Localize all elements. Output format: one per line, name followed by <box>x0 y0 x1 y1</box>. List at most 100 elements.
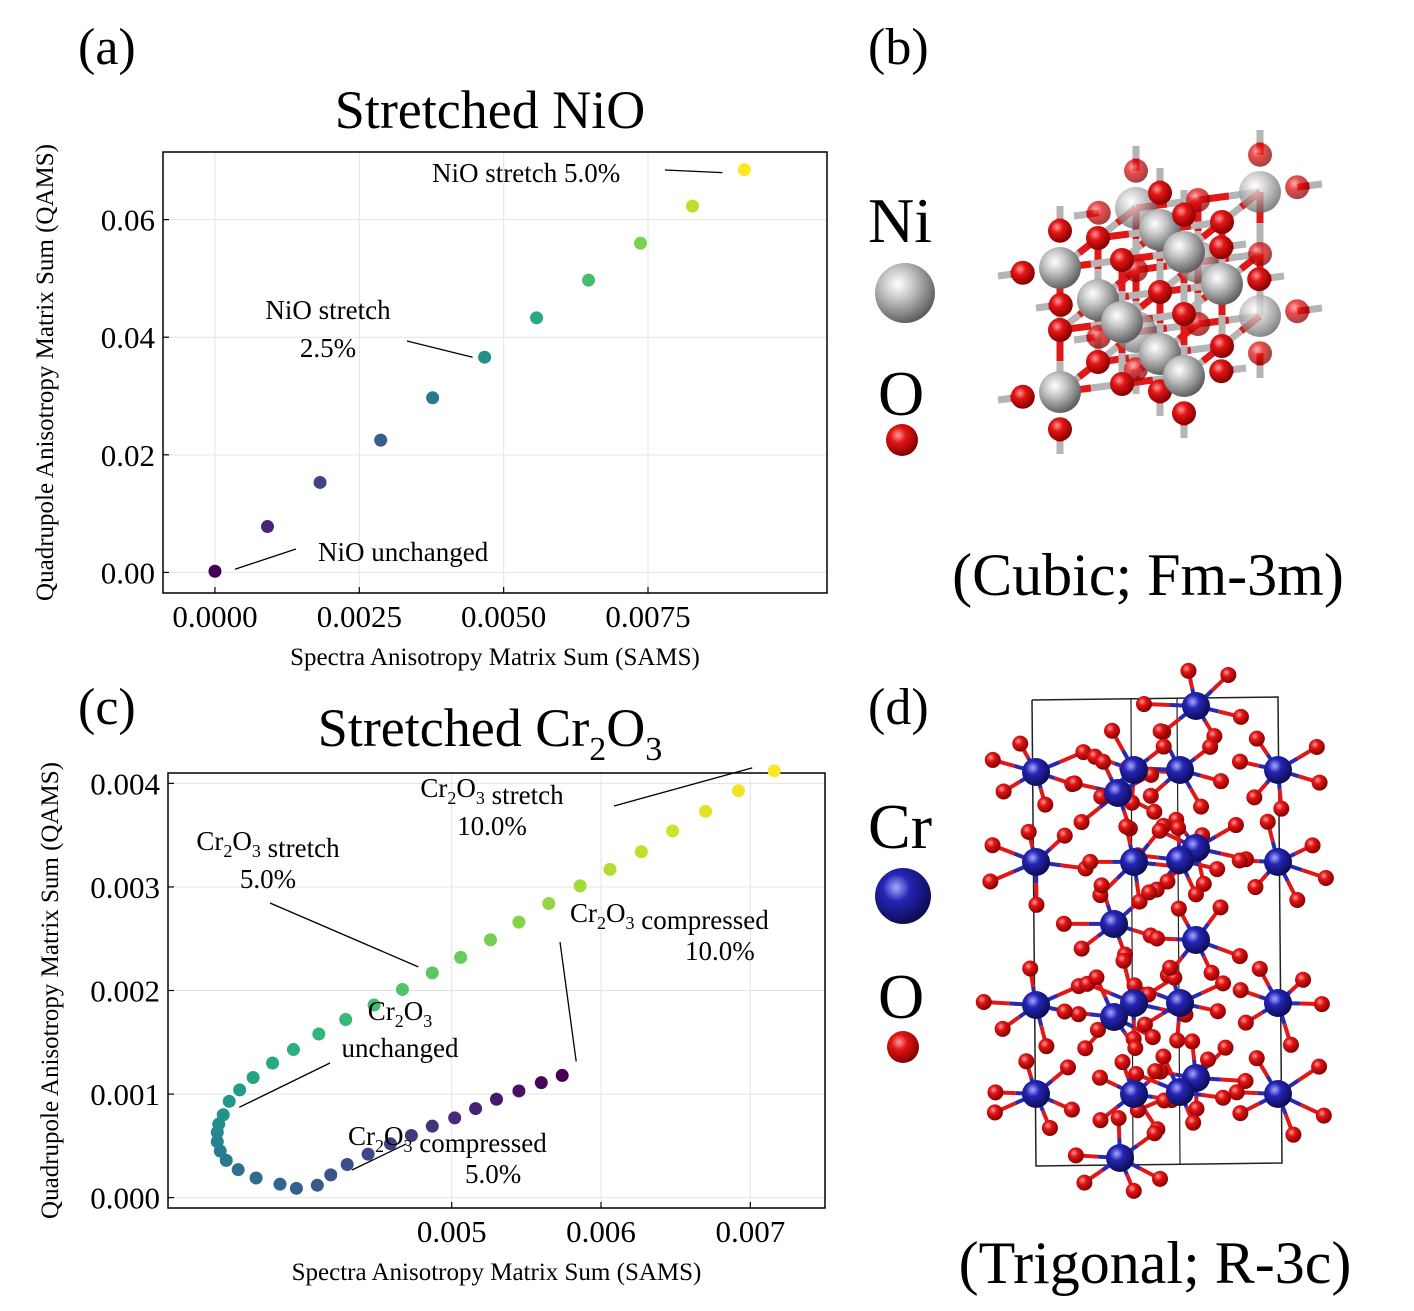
ni-atom <box>1163 355 1205 397</box>
o-atom <box>1141 884 1158 901</box>
o-atom <box>1067 1147 1084 1164</box>
o-atom <box>1136 1016 1153 1033</box>
o-atom <box>984 751 1001 768</box>
annotation-text: 10.0% <box>685 936 755 966</box>
annotation-line <box>238 1062 331 1108</box>
data-point <box>340 1158 354 1171</box>
o-atom <box>1095 753 1112 770</box>
cr-atom <box>1166 756 1194 784</box>
x-axis-label: Spectra Anisotropy Matrix Sum (SAMS) <box>292 1259 702 1286</box>
annotation-text: 5.0% <box>240 864 296 894</box>
o-atom <box>986 1104 1003 1121</box>
data-point <box>310 1178 324 1192</box>
bond <box>997 394 1011 404</box>
o-atom <box>1022 960 1039 977</box>
data-point <box>367 998 381 1012</box>
o-atom <box>1203 964 1220 981</box>
o-atom <box>1076 1174 1093 1191</box>
y-tick-label: 0.00 <box>101 555 155 590</box>
data-point <box>454 950 468 964</box>
o-atom <box>1147 1063 1164 1080</box>
o-atom <box>1073 814 1090 831</box>
o-atom <box>1259 813 1276 830</box>
cr-atom <box>1120 848 1148 876</box>
data-point <box>266 1056 280 1070</box>
bond <box>1271 272 1285 282</box>
o-atom <box>1056 827 1073 844</box>
data-point <box>530 311 544 325</box>
o-atom <box>1285 1126 1302 1143</box>
data-point <box>395 982 409 996</box>
o-atom <box>1086 200 1111 225</box>
o-atom <box>1248 242 1272 266</box>
o-atom <box>1082 853 1099 870</box>
o-atom <box>1311 1058 1328 1075</box>
chart-c-title: Stretched Cr2O3 <box>318 698 662 768</box>
o-atom <box>1231 753 1248 770</box>
annotation-text: 5.0% <box>465 1159 521 1189</box>
o-atom <box>984 837 1001 854</box>
o-atom <box>1317 870 1334 887</box>
annotation-text: Cr2O3 compressed <box>348 1121 547 1158</box>
o-atom <box>1063 1101 1080 1118</box>
o-atom <box>1128 1065 1145 1082</box>
cr-atom <box>1166 1078 1194 1106</box>
o-atom <box>1248 142 1272 167</box>
o-atom <box>1220 666 1237 683</box>
legend-o-atom-d <box>887 1031 919 1063</box>
data-point <box>582 273 596 287</box>
o-atom <box>1018 1053 1035 1070</box>
x-axis-label: Spectra Anisotropy Matrix Sum (SAMS) <box>290 644 700 671</box>
bond <box>1073 334 1087 344</box>
data-point <box>469 1102 483 1116</box>
cr2o3-crystal-structure <box>975 662 1334 1199</box>
data-point <box>478 350 492 364</box>
annotation-text: NiO stretch <box>265 295 391 325</box>
o-atom <box>1086 350 1110 374</box>
data-point <box>208 564 222 578</box>
o-atom <box>1148 930 1165 947</box>
o-atom <box>975 993 992 1010</box>
o-atom <box>1295 971 1312 988</box>
annotation-line <box>234 548 297 570</box>
bond <box>1233 364 1247 374</box>
o-atom <box>1037 796 1054 813</box>
o-atom <box>1247 879 1264 896</box>
cr-atom <box>1100 1003 1128 1031</box>
o-atom <box>1125 1182 1142 1199</box>
cr-atom <box>1166 989 1194 1017</box>
data-point <box>404 1129 418 1142</box>
panel-c-label: (c) <box>78 679 136 736</box>
data-point <box>534 1076 548 1090</box>
o-atom <box>1304 837 1321 854</box>
y-tick-label: 0.002 <box>90 974 160 1009</box>
cr-atom <box>1022 991 1050 1019</box>
ni-atom <box>1239 295 1281 337</box>
data-point <box>210 1135 224 1149</box>
o-atom <box>995 783 1012 800</box>
annotation-text: Cr2O3 <box>368 996 433 1031</box>
o-atom <box>1127 1040 1144 1057</box>
data-point <box>555 1068 569 1082</box>
data-point <box>512 1084 526 1098</box>
legend-cr-atom <box>875 868 931 924</box>
cr-atom <box>1264 848 1292 876</box>
o-atom <box>1162 959 1179 976</box>
o-atom <box>1315 1107 1332 1124</box>
y-tick-label: 0.02 <box>101 438 155 473</box>
annotation-text: 10.0% <box>457 811 527 841</box>
bond <box>1233 240 1247 250</box>
o-atom <box>1010 384 1035 409</box>
o-atom <box>1073 940 1090 957</box>
data-point <box>216 1108 230 1122</box>
cr-atom <box>1182 926 1210 954</box>
y-tick-label: 0.04 <box>101 320 156 355</box>
o-atom <box>1180 662 1197 679</box>
o-atom <box>1086 226 1110 250</box>
x-tick-label: 0.0000 <box>172 599 257 634</box>
data-point <box>737 163 751 177</box>
o-atom <box>1185 1114 1202 1131</box>
cr-atom <box>1182 692 1210 720</box>
legend-ni-label: Ni <box>868 185 932 256</box>
